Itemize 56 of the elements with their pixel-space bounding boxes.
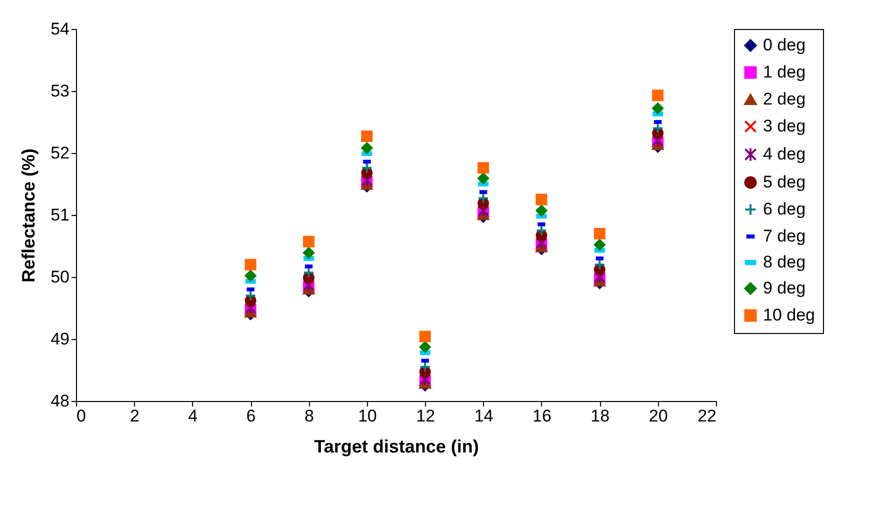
legend-label: 6 deg	[763, 200, 806, 218]
y-axis-title: Reflectance (%)	[18, 148, 39, 283]
point	[652, 90, 664, 102]
legend-label: 7 deg	[763, 226, 806, 246]
y-tick-label: 50	[50, 268, 70, 286]
point	[652, 102, 664, 114]
point	[419, 330, 431, 342]
point	[594, 228, 606, 240]
y-tick-label: 52	[50, 144, 70, 162]
x-axis-title: Target distance (in)	[314, 436, 479, 456]
legend-label: 0 deg	[763, 36, 806, 54]
x-tick-label: 2	[130, 406, 140, 426]
point	[536, 194, 548, 206]
x-tick-label: 22	[698, 406, 716, 426]
point	[302, 236, 314, 248]
y-tick-label: 54	[50, 20, 70, 38]
y-tick-label: 53	[50, 82, 70, 100]
legend-label: 10 deg	[763, 306, 815, 324]
y-tick-label: 49	[50, 330, 70, 348]
x-tick-label: 6	[246, 406, 256, 426]
point	[361, 162, 373, 174]
point	[244, 270, 256, 282]
point	[244, 258, 256, 270]
point	[302, 266, 314, 278]
point	[594, 258, 606, 270]
y-tick-label: 48	[50, 392, 70, 410]
point	[536, 224, 548, 236]
point	[302, 247, 314, 259]
x-tick-label: 20	[648, 406, 668, 426]
x-tick-label: 10	[358, 406, 377, 426]
point	[536, 204, 548, 216]
x-tick-label: 18	[590, 406, 610, 426]
point	[478, 172, 490, 184]
x-tick-label: 14	[474, 406, 494, 426]
x-tick-label: 16	[532, 406, 552, 426]
legend-label: 4 deg	[763, 144, 806, 164]
legend-label: 3 deg	[763, 116, 806, 136]
legend-label: 9 deg	[763, 278, 806, 298]
x-tick-label: 0	[76, 406, 86, 426]
legend-label: 1 deg	[763, 62, 806, 82]
point	[478, 162, 490, 174]
x-tick-label: 8	[304, 406, 314, 426]
y-tick-label: 51	[50, 206, 70, 224]
point	[361, 130, 373, 142]
legend-label: 5 deg	[763, 172, 806, 192]
point	[361, 142, 373, 154]
legend-label: 2 deg	[763, 90, 806, 108]
point	[478, 192, 490, 204]
x-tick-label: 4	[188, 406, 198, 426]
legend-label: 8 deg	[763, 252, 806, 272]
x-tick-label: 12	[416, 406, 436, 426]
point	[419, 341, 431, 353]
point	[652, 122, 664, 134]
point	[244, 290, 256, 302]
point	[419, 361, 431, 373]
point	[594, 239, 606, 251]
